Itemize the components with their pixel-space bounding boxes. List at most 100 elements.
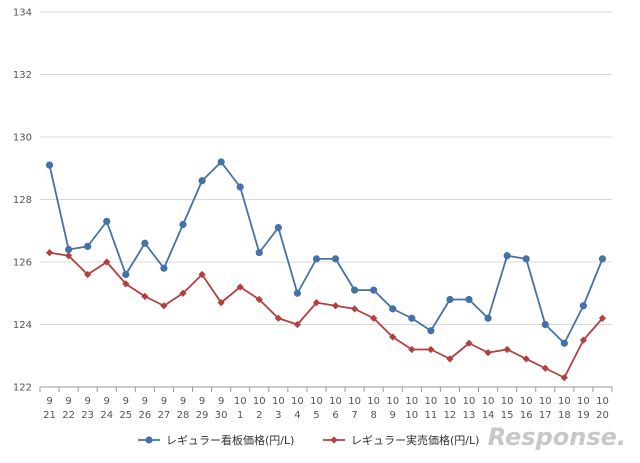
legend-entry-2: レギュラー実売価格(円/L)	[323, 433, 479, 447]
x-tick-label-day: 18	[558, 410, 571, 421]
data-point	[579, 302, 588, 310]
data-point	[160, 302, 168, 310]
data-point	[312, 299, 321, 307]
x-tick-label-day: 2	[256, 410, 262, 421]
y-tick-label: 130	[13, 133, 32, 144]
data-point	[293, 320, 301, 329]
data-point	[370, 286, 378, 294]
data-point	[408, 314, 416, 322]
legend-label: レギュラー実売価格(円/L)	[351, 433, 479, 447]
data-point	[236, 183, 244, 191]
x-tick-label-month: 9	[161, 396, 167, 407]
x-tick-label-month: 9	[142, 396, 148, 407]
data-point	[293, 289, 301, 297]
x-tick-label-month: 10	[444, 396, 457, 407]
x-tick-label-month: 10	[596, 396, 609, 407]
x-tick-label-day: 21	[43, 410, 56, 421]
x-tick-label-day: 23	[81, 410, 94, 421]
data-point	[84, 270, 92, 279]
x-tick-label-day: 29	[196, 410, 209, 421]
x-tick-label-month: 10	[310, 396, 323, 407]
data-point	[255, 295, 263, 304]
data-point	[560, 374, 568, 382]
x-tick-label-month: 9	[84, 396, 90, 407]
series-2	[45, 249, 607, 382]
x-tick-label-month: 10	[520, 396, 533, 407]
data-point	[408, 345, 416, 354]
data-point	[465, 295, 473, 304]
x-tick-label-day: 15	[501, 410, 514, 421]
data-point	[370, 314, 378, 322]
x-tick-label-month: 10	[329, 396, 342, 407]
x-tick-label-day: 14	[482, 410, 495, 421]
data-point	[484, 314, 492, 322]
x-tick-label-day: 7	[351, 410, 357, 421]
data-point	[65, 245, 73, 254]
x-tick-label-month: 9	[218, 396, 224, 407]
data-point	[312, 255, 321, 263]
data-point	[65, 252, 73, 260]
x-axis-ticks: 9219229239249259269279289299301011021031…	[39, 387, 613, 421]
data-point	[274, 224, 282, 232]
x-tick-label-month: 10	[501, 396, 514, 407]
series-line-1	[48, 161, 604, 345]
x-tick-label-day: 24	[100, 410, 113, 421]
x-tick-label-month: 10	[386, 396, 399, 407]
x-tick-label-month: 10	[234, 396, 247, 407]
x-tick-label-month: 9	[123, 396, 129, 407]
data-point	[45, 249, 54, 257]
data-point	[179, 289, 187, 297]
x-tick-label-month: 10	[272, 396, 285, 407]
data-point	[598, 255, 607, 263]
data-point	[389, 333, 397, 341]
x-tick-label-month: 9	[65, 396, 71, 407]
x-tick-label-day: 5	[313, 410, 319, 421]
x-tick-label-day: 20	[596, 410, 609, 421]
legend-entry-1: レギュラー看板価格(円/L)	[138, 433, 294, 447]
x-tick-label-day: 30	[215, 410, 228, 421]
data-point	[160, 264, 168, 272]
y-tick-label: 134	[13, 8, 32, 19]
data-point	[522, 255, 530, 263]
y-axis-ticks: 122 124 126 128 130 132 134	[13, 8, 32, 394]
y-tick-label: 132	[13, 70, 32, 81]
gridlines	[40, 11, 612, 388]
x-tick-label-month: 10	[463, 396, 476, 407]
data-point	[351, 286, 359, 294]
data-point	[522, 355, 530, 363]
x-tick-label-month: 10	[253, 396, 266, 407]
x-tick-label-month: 10	[367, 396, 380, 407]
series-lines	[45, 158, 607, 382]
x-tick-label-day: 27	[158, 410, 171, 421]
x-tick-label-month: 10	[424, 396, 437, 407]
x-tick-label-day: 25	[119, 410, 132, 421]
x-tick-label-month: 10	[482, 396, 495, 407]
x-tick-label-day: 10	[405, 410, 418, 421]
x-tick-label-day: 28	[177, 410, 190, 421]
x-tick-label-month: 10	[577, 396, 590, 407]
x-tick-label-day: 8	[370, 410, 376, 421]
x-tick-label-month: 10	[558, 396, 571, 407]
x-tick-label-day: 1	[237, 410, 243, 421]
data-point	[122, 270, 130, 279]
data-point	[541, 320, 549, 329]
data-point	[141, 292, 149, 300]
data-point	[465, 339, 473, 347]
y-tick-label: 124	[13, 320, 32, 331]
x-tick-label-month: 9	[180, 396, 186, 407]
data-point	[446, 295, 454, 304]
x-tick-label-day: 26	[138, 410, 151, 421]
data-point	[217, 158, 225, 166]
data-point	[351, 305, 359, 313]
x-tick-label-month: 9	[46, 396, 52, 407]
data-point	[427, 327, 435, 335]
x-tick-label-month: 9	[104, 396, 110, 407]
legend: レギュラー看板価格(円/L) レギュラー実売価格(円/L)	[138, 433, 479, 447]
x-tick-label-day: 6	[332, 410, 338, 421]
data-point	[103, 258, 111, 266]
series-line-2	[49, 251, 604, 379]
data-point	[103, 217, 111, 225]
data-point	[179, 220, 187, 229]
x-tick-label-day: 9	[390, 410, 396, 421]
